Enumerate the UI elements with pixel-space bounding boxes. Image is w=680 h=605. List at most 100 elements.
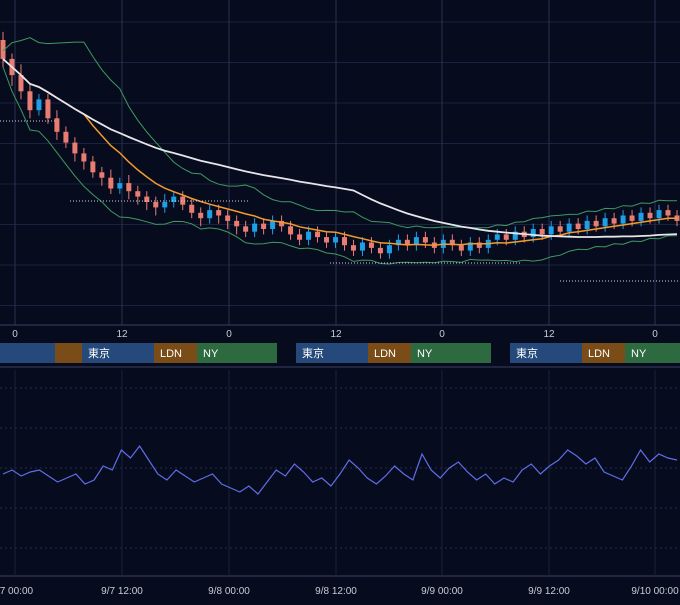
candle-down: [0, 40, 6, 59]
session-block: [82, 343, 154, 363]
candle-down: [539, 229, 545, 235]
moving-average-short: [2, 58, 677, 246]
session-block: [154, 343, 197, 363]
time-axis-label: 9/8 00:00: [208, 586, 250, 597]
candle-down: [126, 183, 132, 192]
candle-down: [476, 242, 482, 248]
candle-down: [18, 75, 24, 92]
candle-down: [422, 237, 428, 243]
candle-up: [171, 196, 177, 202]
candle-down: [72, 142, 78, 154]
candle-down: [288, 226, 294, 235]
candle-down: [279, 220, 285, 227]
candle-down: [368, 242, 374, 248]
candle-down: [261, 223, 267, 229]
candle-down: [297, 234, 303, 240]
session-label: NY: [631, 348, 647, 360]
candle-down: [198, 212, 204, 219]
candle-up: [512, 231, 518, 240]
candle-up: [270, 220, 276, 229]
candle-up: [252, 223, 258, 232]
candle-down: [90, 161, 96, 173]
candle-down: [99, 172, 105, 178]
candle-up: [467, 242, 473, 251]
candle-up: [566, 223, 572, 232]
candle-down: [377, 247, 383, 254]
candle-up: [494, 234, 500, 240]
candle-up: [584, 220, 590, 229]
candle-down: [315, 231, 321, 238]
session-label: 東京: [88, 346, 110, 360]
x-tick-label: 0: [439, 329, 445, 340]
candle-down: [81, 153, 87, 162]
moving-average-long: [2, 58, 678, 238]
candle-down: [63, 131, 69, 143]
candle-up: [117, 183, 123, 189]
session-block: [296, 343, 368, 363]
candle-down: [665, 210, 671, 216]
candle-up: [162, 202, 168, 208]
time-axis-label: 9/10 00:00: [631, 586, 679, 597]
candle-down: [144, 196, 150, 202]
candle-up: [395, 239, 401, 246]
x-tick-label: 0: [12, 329, 18, 340]
candle-down: [189, 204, 195, 213]
candle-down: [575, 223, 581, 229]
candle-down: [45, 99, 51, 119]
candle-up: [36, 99, 42, 111]
candle-up: [602, 218, 608, 227]
candle-down: [243, 226, 249, 232]
candle-down: [324, 237, 330, 243]
session-block: [411, 343, 491, 363]
candle-up: [620, 215, 626, 224]
candle-up: [333, 237, 339, 243]
candle-up: [530, 229, 536, 238]
candle-down: [647, 212, 653, 219]
candle-up: [548, 226, 554, 235]
candle-up: [413, 237, 419, 246]
time-axis-label: /7 00:00: [0, 586, 34, 597]
session-block: [510, 343, 582, 363]
candle-down: [27, 91, 33, 111]
candle-up: [656, 210, 662, 219]
candle-up: [207, 210, 213, 219]
x-tick-label: 0: [652, 329, 658, 340]
candle-down: [611, 218, 617, 224]
bollinger-upper: [2, 37, 677, 229]
candle-down: [449, 239, 455, 246]
candle-down: [350, 245, 356, 251]
x-tick-label: 12: [543, 329, 555, 340]
time-axis-label: 9/9 12:00: [528, 586, 570, 597]
candle-down: [216, 210, 222, 216]
candle-down: [404, 239, 410, 246]
session-block: [625, 343, 680, 363]
session-block: [368, 343, 411, 363]
candle-down: [135, 191, 141, 197]
x-tick-label: 12: [330, 329, 342, 340]
session-label: NY: [417, 348, 433, 360]
candle-down: [503, 234, 509, 240]
candle-down: [108, 177, 114, 189]
session-label: LDN: [588, 348, 610, 360]
candle-up: [359, 242, 365, 251]
candle-down: [225, 215, 231, 221]
candle-down: [54, 118, 60, 132]
session-label: 東京: [516, 346, 538, 360]
candle-down: [557, 226, 563, 232]
session-block: [0, 343, 55, 363]
session-label: LDN: [374, 348, 396, 360]
candle-down: [341, 237, 347, 246]
x-tick-label: 0: [226, 329, 232, 340]
bollinger-lower: [2, 66, 677, 265]
session-label: 東京: [302, 346, 324, 360]
time-axis-label: 9/8 12:00: [315, 586, 357, 597]
session-label: NY: [203, 348, 219, 360]
candle-down: [593, 220, 599, 227]
candle-down: [180, 196, 186, 205]
x-tick-label: 12: [116, 329, 128, 340]
candle-down: [153, 202, 159, 208]
time-axis-label: 9/7 12:00: [101, 586, 143, 597]
